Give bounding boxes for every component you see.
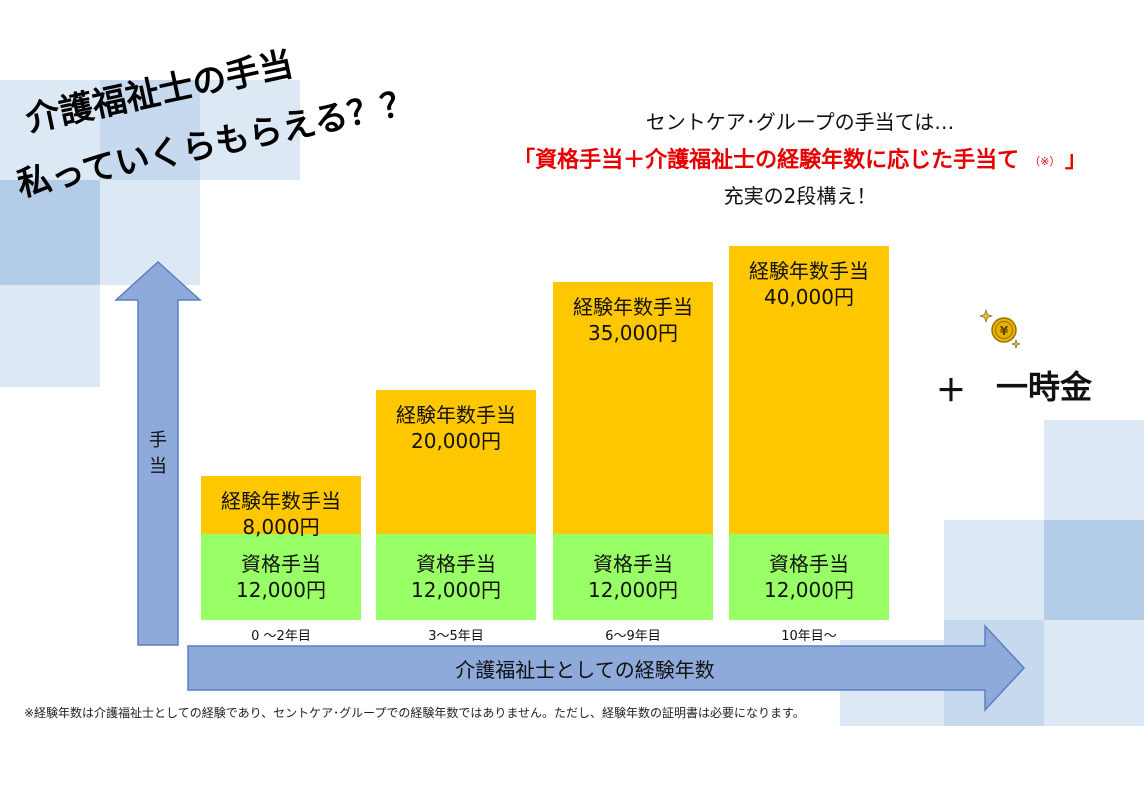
bg-tile [1044, 520, 1144, 620]
svg-text:¥: ¥ [1000, 324, 1009, 338]
lump-sum-label: 一時金 [996, 368, 1093, 406]
x-axis-label: 介護福祉士としての経験年数 [455, 658, 715, 682]
bar-series-name: 資格手当 [241, 552, 321, 576]
x-tick-label: 3～5年目 [428, 629, 484, 644]
bar-value-label: 20,000円 [411, 429, 501, 453]
intro-line2: 「資格手当＋介護福祉士の経験年数に応じた手当て （※） 」 [480, 142, 1120, 174]
x-tick-label: 6～9年目 [605, 629, 661, 644]
bg-tile [200, 80, 300, 180]
footnote: ※経験年数は介護福祉士としての経験であり、セントケア･グループでの経験年数ではあ… [24, 706, 805, 720]
bg-tile [0, 80, 100, 180]
bar-value-label: 35,000円 [588, 321, 678, 345]
bar-value-label: 12,000円 [411, 578, 501, 602]
intro-line3: 充実の2段構え！ [723, 184, 877, 208]
y-axis-label: 手 当 [146, 428, 170, 480]
bg-tile [100, 180, 200, 285]
bar-qualification-allowance: 資格手当 12,000円 [729, 534, 889, 620]
bar-experience-allowance: 経験年数手当 40,000円 [729, 246, 889, 534]
bg-tile [100, 80, 200, 180]
bar-qualification-allowance: 資格手当 12,000円 [553, 534, 713, 620]
intro-line2-close: 」 [1064, 148, 1087, 173]
bar-series-name: 資格手当 [593, 552, 673, 576]
bg-tile [0, 285, 100, 387]
bg-tile [1044, 620, 1144, 726]
bar-experience-allowance: 経験年数手当 20,000円 [376, 390, 536, 534]
yen-coin-icon: ¥ [980, 309, 1021, 349]
bar-series-name: 経験年数手当 [749, 259, 869, 283]
bar-series-name: 資格手当 [769, 552, 849, 576]
x-tick-label: 0 ～2年目 [251, 629, 311, 644]
y-axis-arrow [114, 260, 202, 646]
bar-value-label: 12,000円 [236, 578, 326, 602]
x-tick-label: 10年目～ [781, 629, 837, 644]
bar-value-label: 40,000円 [764, 285, 854, 309]
bar-qualification-allowance: 資格手当 12,000円 [376, 534, 536, 620]
bar-series-name: 経験年数手当 [396, 403, 516, 427]
bar-value-label: 8,000円 [242, 515, 320, 539]
bg-tile [944, 520, 1044, 620]
y-axis-label-char: 手 [149, 430, 167, 451]
bar-value-label: 12,000円 [588, 578, 678, 602]
bar-experience-allowance: 経験年数手当 35,000円 [553, 282, 713, 534]
intro-line2-main: 「資格手当＋介護福祉士の経験年数に応じた手当て [513, 148, 1020, 173]
bar-qualification-allowance: 資格手当 12,000円 [201, 534, 361, 620]
bar-experience-allowance: 経験年数手当 8,000円 [201, 476, 361, 539]
y-axis-label-char: 当 [149, 456, 167, 477]
plus-sign: ＋ [936, 374, 966, 409]
bg-tile [0, 180, 100, 285]
bar-series-name: 資格手当 [416, 552, 496, 576]
bg-tile [1044, 420, 1144, 520]
x-axis-arrow [187, 624, 1026, 712]
bar-series-name: 経験年数手当 [573, 295, 693, 319]
bar-series-name: 経験年数手当 [221, 489, 341, 513]
bar-value-label: 12,000円 [764, 578, 854, 602]
intro-line1: セントケア･グループの手当ては… [645, 110, 955, 134]
intro-line2-note: （※） [1029, 155, 1055, 168]
